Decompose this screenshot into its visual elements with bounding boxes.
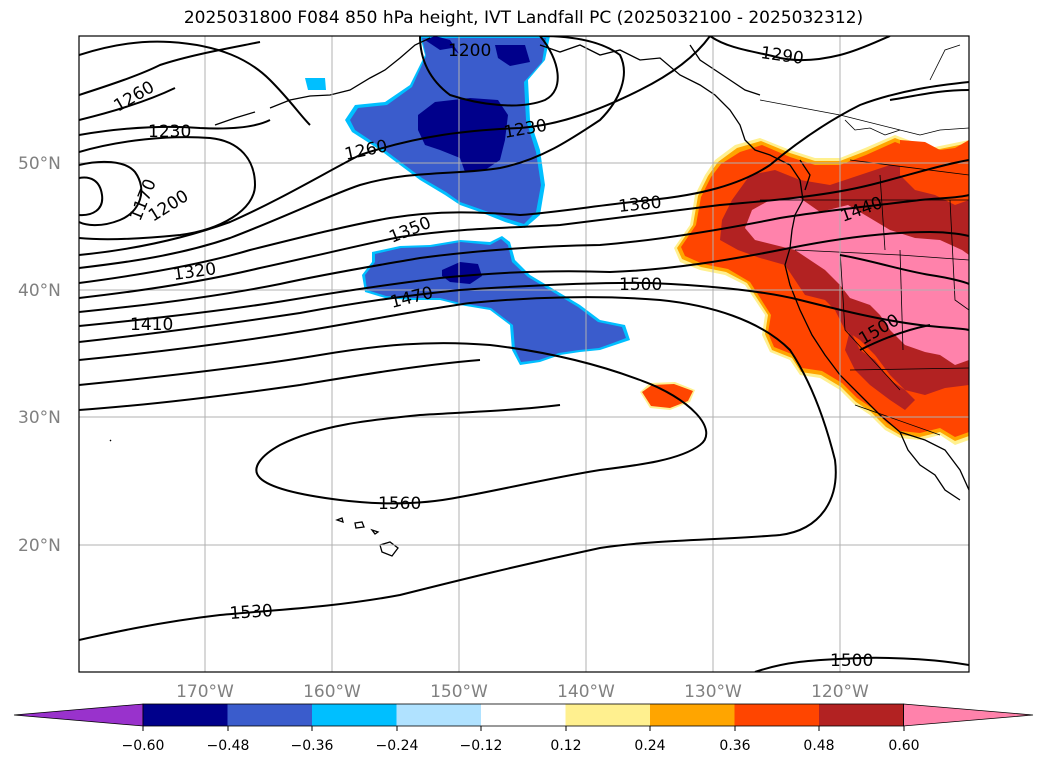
- colorbar-outline: [142, 703, 904, 727]
- contour-label: 1530: [229, 601, 274, 624]
- lat-label-30n: 30°N: [18, 408, 61, 428]
- contour-label: 1500: [619, 275, 662, 295]
- lon-label-150w: 150°W: [430, 682, 488, 702]
- longitude-labels: 170°W 160°W 150°W 140°W 130°W 120°W: [176, 682, 869, 702]
- latitude-labels: 50°N 40°N 30°N 20°N: [18, 154, 61, 556]
- colorbar-label: 0.60: [888, 738, 919, 754]
- colorbar-swatch: [227, 704, 313, 726]
- colorbar-label: −0.36: [291, 738, 334, 754]
- colorbar-swatch: [565, 704, 651, 726]
- colorbar-swatch: [819, 704, 904, 726]
- height-contours: [79, 36, 969, 672]
- lon-label-140w: 140°W: [557, 682, 615, 702]
- lon-label-170w: 170°W: [176, 682, 234, 702]
- contour-label: 1500: [830, 651, 873, 671]
- lon-label-130w: 130°W: [684, 682, 742, 702]
- colorbar-label: −0.24: [376, 738, 419, 754]
- colorbar-swatch: [734, 704, 820, 726]
- colorbar-label: 0.12: [550, 738, 581, 754]
- colorbar-swatch: [396, 704, 482, 726]
- contour-label: 1200: [448, 41, 491, 61]
- map-plot-area: 1260 1230 1200 1290 1230 1260 1170 1200 …: [79, 36, 969, 672]
- contour-label: 1410: [130, 315, 173, 335]
- colorbar-swatch: [481, 704, 566, 726]
- map-frame: [78, 35, 970, 673]
- colorbar-label: −0.12: [460, 738, 503, 754]
- negative-ivt-shading: [305, 36, 630, 365]
- colorbar-ticks: [142, 726, 905, 731]
- colorbar-label: 0.36: [719, 738, 750, 754]
- lat-label-50n: 50°N: [18, 154, 61, 174]
- colorbar-swatches: [13, 703, 1034, 727]
- contour-labels: 1260 1230 1200 1290 1230 1260 1170 1200 …: [111, 41, 903, 671]
- contour-label: 1560: [378, 494, 421, 514]
- colorbar-label: −0.60: [122, 738, 165, 754]
- colorbar-tick-labels: −0.60 −0.48 −0.36 −0.24 −0.12 0.12 0.24 …: [122, 738, 920, 754]
- colorbar-swatch: [650, 704, 735, 726]
- lon-label-120w: 120°W: [811, 682, 869, 702]
- colorbar-extend-min: [13, 703, 144, 727]
- lon-label-160w: 160°W: [303, 682, 361, 702]
- colorbar-label: 0.48: [803, 738, 834, 754]
- colorbar-label: −0.48: [207, 738, 250, 754]
- grid-lines: [79, 36, 969, 672]
- colorbar-label: 0.24: [634, 738, 665, 754]
- lat-label-20n: 20°N: [18, 536, 61, 556]
- colorbar-swatch: [312, 704, 397, 726]
- contour-label: 1230: [148, 122, 191, 142]
- colorbar: −0.60 −0.48 −0.36 −0.24 −0.12 0.12 0.24 …: [13, 703, 1034, 754]
- map-title: 2025031800 F084 850 hPa height, IVT Land…: [183, 8, 864, 28]
- contour-label: 1380: [617, 193, 662, 217]
- colorbar-swatch: [143, 704, 228, 726]
- lat-label-40n: 40°N: [18, 281, 61, 301]
- colorbar-extend-max: [903, 703, 1034, 727]
